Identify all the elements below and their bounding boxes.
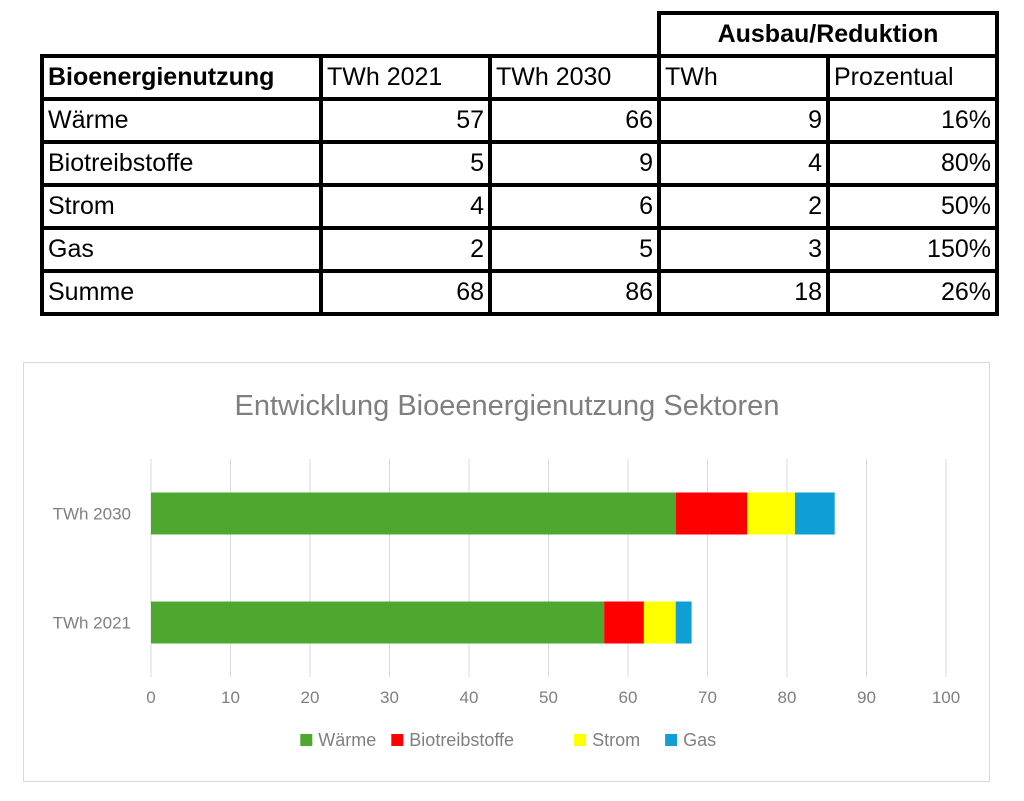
table-row-label: Summe — [40, 269, 323, 316]
table-cell: 66 — [488, 97, 661, 144]
table-row-label: Strom — [40, 183, 323, 230]
x-tick-label: 70 — [698, 688, 717, 707]
gridlines — [150, 459, 947, 677]
chart-title: Entwicklung Bioeenergienutzung Sektoren — [235, 390, 780, 422]
bar-segment — [675, 601, 692, 644]
legend-entry: Strom — [592, 730, 640, 750]
table-row-label: Biotreibstoffe — [40, 140, 323, 187]
bar-segment — [643, 601, 676, 644]
table-cell: 9 — [488, 140, 661, 187]
legend-swatch — [391, 734, 404, 746]
table-cell: 2 — [319, 226, 492, 273]
x-tick-label: 30 — [380, 688, 399, 707]
column-header-sector: Bioenergienutzung — [40, 54, 323, 101]
table-cell: 50% — [826, 183, 999, 230]
bar-chart: Entwicklung Bioeenergienutzung Sektoren … — [53, 390, 961, 750]
x-tick-label: 80 — [778, 688, 797, 707]
legend-swatch — [574, 734, 587, 746]
table-cell: 4 — [319, 183, 492, 230]
table-cell: 57 — [319, 97, 492, 144]
table-cell: 86 — [488, 269, 661, 316]
x-tick-label: 40 — [460, 688, 479, 707]
table-cell: 4 — [657, 140, 830, 187]
column-header-twh: TWh — [657, 54, 830, 101]
bar-segment — [151, 601, 605, 644]
x-tick-label: 10 — [221, 688, 240, 707]
column-header-prozentual: Prozentual — [826, 54, 999, 101]
table-cell: 9 — [657, 97, 830, 144]
table-row-label: Wärme — [40, 97, 323, 144]
table-cell: 18 — [657, 269, 830, 316]
chart-area: Entwicklung Bioeenergienutzung Sektoren … — [23, 362, 990, 782]
legend-entry: Biotreibstoffe — [409, 730, 514, 750]
data-table: Ausbau/Reduktion Bioenergienutzung TWh 2… — [40, 11, 999, 316]
x-tick-label: 90 — [857, 688, 876, 707]
y-axis-categories: TWh 2021 TWh 2030 — [53, 505, 131, 633]
table-cell: 5 — [488, 226, 661, 273]
legend: Wärme Biotreibstoffe Strom Gas — [300, 730, 716, 750]
legend-entry: Gas — [683, 730, 716, 750]
table-cell: 3 — [657, 226, 830, 273]
x-tick-label: 0 — [146, 688, 155, 707]
x-tick-label: 60 — [619, 688, 638, 707]
group-header-ausbau: Ausbau/Reduktion — [657, 11, 999, 58]
table-cell: 80% — [826, 140, 999, 187]
legend-swatch — [300, 734, 313, 746]
bars — [151, 492, 835, 644]
x-tick-label: 50 — [539, 688, 558, 707]
column-header-twh-2030: TWh 2030 — [488, 54, 661, 101]
x-tick-label: 100 — [932, 688, 960, 707]
x-tick-label: 20 — [301, 688, 320, 707]
table-cell: 16% — [826, 97, 999, 144]
bar-segment — [151, 492, 676, 535]
x-axis-ticks: 0 10 20 30 40 50 60 70 80 90 100 — [146, 688, 960, 707]
bar-segment — [675, 492, 748, 535]
table-cell: 5 — [319, 140, 492, 187]
category-label: TWh 2030 — [53, 505, 131, 524]
bar-segment — [604, 601, 644, 644]
bar-segment — [747, 492, 795, 535]
table-cell: 6 — [488, 183, 661, 230]
category-label: TWh 2021 — [53, 614, 131, 633]
bar-segment — [794, 492, 835, 535]
table-row-label: Gas — [40, 226, 323, 273]
table-cell: 68 — [319, 269, 492, 316]
legend-entry: Wärme — [318, 730, 376, 750]
table-cell: 2 — [657, 183, 830, 230]
legend-swatch — [665, 734, 678, 746]
table-cell: 26% — [826, 269, 999, 316]
table-cell: 150% — [826, 226, 999, 273]
column-header-twh-2021: TWh 2021 — [319, 54, 492, 101]
